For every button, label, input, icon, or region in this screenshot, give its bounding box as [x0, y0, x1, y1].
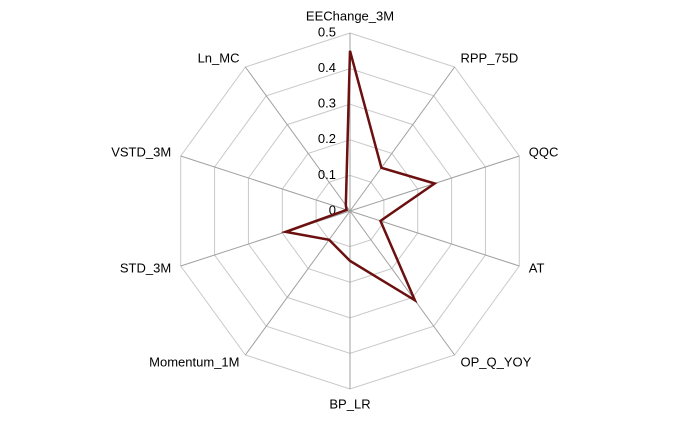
r-tick-label: 0.4 [318, 60, 336, 75]
axis-label: BP_LR [329, 396, 370, 411]
axis-label: Ln_MC [198, 50, 240, 65]
r-tick-label: 0.3 [318, 96, 336, 111]
axis-spoke [244, 66, 351, 212]
r-tick-label: 0.5 [318, 24, 336, 39]
axis-label: RPP_75D [461, 50, 519, 65]
axis-label: OP_Q_YOY [461, 355, 532, 370]
axis-spoke [349, 66, 456, 212]
r-tick-label: 0 [329, 202, 336, 217]
axis-spoke [180, 155, 351, 212]
axis-label: EEChange_3M [306, 8, 394, 23]
data-line [280, 50, 438, 304]
axis-label: VSTD_3M [111, 144, 171, 159]
axis-label: QQC [529, 144, 559, 159]
axis-spoke [349, 210, 456, 356]
axis-label: AT [529, 261, 545, 276]
r-tick-label: 0.2 [318, 131, 336, 146]
axis-label: Momentum_1M [149, 355, 239, 370]
axis-label: STD_3M [120, 261, 171, 276]
r-tick-label: 0.1 [318, 167, 336, 182]
axis-spoke [244, 210, 351, 356]
axis-spoke [349, 210, 520, 267]
